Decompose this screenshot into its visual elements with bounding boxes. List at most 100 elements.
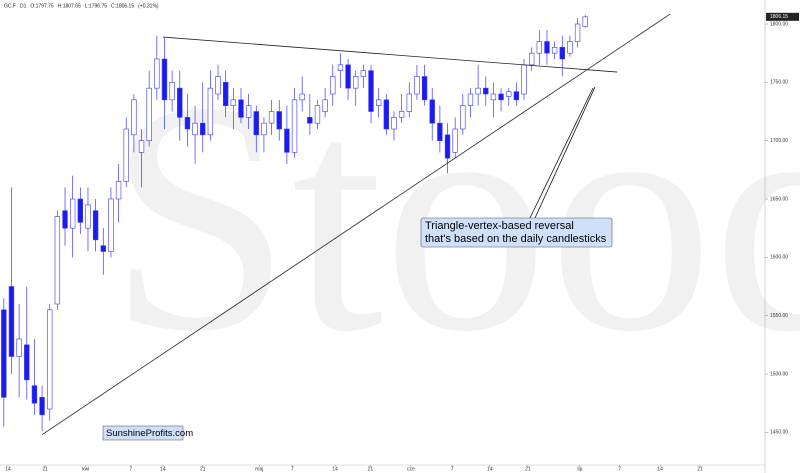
candle-body — [383, 99, 389, 130]
candle-body — [39, 397, 45, 416]
candle-body — [16, 338, 22, 357]
candle-body — [513, 91, 520, 101]
candle-body — [529, 52, 535, 66]
y-tick-label: 1750.00 — [770, 80, 788, 86]
header-item: H:1807.65 — [58, 3, 81, 9]
x-tick-label: 7 — [451, 466, 454, 472]
header-item: D1 — [20, 3, 27, 9]
candle-body — [238, 99, 244, 118]
last-price-box — [766, 12, 799, 21]
x-tick-label: 7 — [618, 466, 621, 472]
header-item: O:1797.75 — [30, 3, 54, 9]
candle-body — [245, 105, 252, 118]
candle-body — [299, 93, 305, 101]
candle-body — [582, 16, 588, 27]
candle-body — [92, 210, 99, 241]
plot — [1, 13, 671, 435]
credit-box — [102, 425, 184, 441]
candle-body — [536, 41, 542, 54]
candle-body — [261, 122, 267, 136]
candle-body — [406, 93, 412, 112]
x-tick-label: 21 — [200, 466, 206, 472]
candle-body — [345, 64, 351, 89]
candle-body — [421, 76, 428, 101]
candle-body — [429, 99, 435, 124]
candle-body — [444, 134, 451, 159]
candle-body — [498, 93, 504, 101]
x-tick-label: maj — [255, 466, 263, 472]
candle-body — [567, 41, 573, 54]
candle-body — [200, 122, 206, 136]
candle-body — [8, 286, 15, 357]
y-tick-label: 1600.00 — [770, 255, 788, 261]
candle-body — [161, 58, 168, 101]
y-tick-label: 1500.00 — [770, 371, 788, 377]
candle-body — [223, 82, 229, 106]
annotation-box — [420, 217, 613, 248]
candle-body — [62, 210, 68, 229]
y-tick-label: 1650.00 — [770, 196, 788, 202]
header-item: (+0.31%) — [138, 3, 159, 9]
candle-body — [268, 111, 275, 124]
candle-body — [437, 122, 443, 141]
candle-body — [360, 70, 367, 77]
x-tick-label: 14 — [332, 466, 338, 472]
candle-body — [31, 385, 38, 404]
candle-body — [77, 198, 83, 223]
x-tick-label: 21 — [367, 466, 373, 472]
candle-body — [506, 91, 512, 97]
candle-body — [215, 76, 221, 95]
candle-body — [307, 117, 313, 124]
candle-body — [368, 70, 374, 112]
candle-body — [230, 99, 236, 106]
candle-body — [322, 99, 328, 112]
x-tick-label: 21 — [42, 466, 48, 472]
candle-body — [115, 181, 122, 200]
y-tick-label: 1800.00 — [770, 21, 788, 27]
candle-body — [460, 105, 466, 130]
y-tick-label: 1700.00 — [770, 138, 788, 144]
callout-line — [529, 87, 594, 219]
candle-body — [154, 58, 160, 89]
candle-body — [314, 105, 321, 124]
candle-body — [184, 117, 191, 130]
candle-body — [131, 99, 137, 136]
candle-body — [70, 198, 76, 229]
y-tick-label: 1450.00 — [770, 430, 788, 436]
annotation-text: that's based on the daily candlesticks — [425, 233, 607, 245]
candle-body — [330, 76, 336, 95]
header-item: GC.F — [4, 3, 16, 9]
callout-line — [534, 86, 596, 219]
candle-body — [47, 309, 53, 410]
candle-body — [138, 140, 145, 153]
candle-body — [475, 87, 481, 95]
candle-body — [108, 198, 114, 252]
candle-body — [337, 64, 344, 71]
candle-body — [483, 87, 489, 95]
candle-body — [551, 47, 558, 54]
x-tick-label: 21 — [697, 466, 703, 472]
candle-body — [276, 111, 282, 130]
candle-body — [284, 128, 290, 153]
trendline — [41, 13, 671, 435]
candle-body — [353, 76, 359, 89]
candle-body — [123, 128, 129, 182]
candle-body — [559, 47, 565, 60]
header-item: L:1796.75 — [85, 3, 107, 9]
candle-body — [291, 99, 298, 153]
candle-body — [376, 99, 382, 106]
candle-body — [54, 216, 61, 305]
candle-body — [452, 128, 458, 153]
candle-body — [574, 23, 581, 42]
x-tick-label: 7 — [291, 466, 294, 472]
x-tick-label: 14 — [487, 466, 493, 472]
candle-body — [544, 41, 550, 54]
candle-body — [207, 87, 214, 136]
x-tick-label: 21 — [525, 466, 531, 472]
candle-body — [414, 76, 420, 95]
x-tick-label: 14 — [160, 466, 166, 472]
credit: SunshineProfits.com — [106, 428, 193, 439]
candle-body — [146, 87, 152, 141]
header-item: C:1806.15 — [111, 3, 134, 9]
